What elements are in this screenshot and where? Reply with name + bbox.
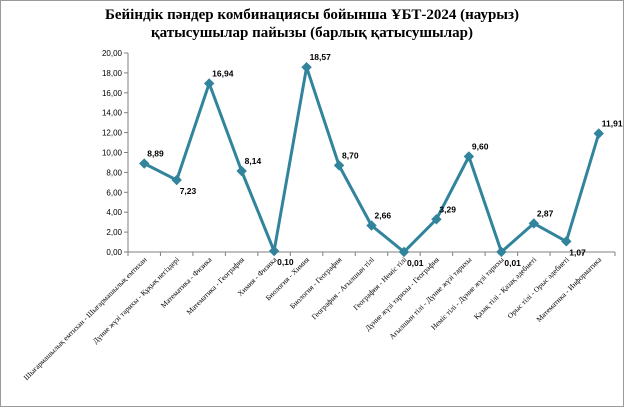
data-label: 18,57 [310, 52, 332, 62]
data-point-marker [463, 151, 475, 162]
data-point-marker [268, 245, 280, 257]
data-label: 9,60 [472, 141, 489, 151]
data-label: 7,23 [180, 186, 197, 196]
data-point-marker [203, 78, 215, 89]
data-label: 16,94 [212, 68, 234, 78]
y-tick-label: 2,00 [106, 228, 122, 237]
y-tick-label: 8,00 [106, 168, 122, 177]
data-point-marker [366, 220, 377, 231]
data-label: 8,89 [147, 149, 164, 159]
data-label: 2,87 [537, 208, 554, 218]
y-tick-label: 12,00 [102, 129, 123, 138]
data-label: 0,01 [504, 258, 521, 268]
data-point-marker [431, 214, 442, 225]
chart-subtitle: қатысушылар пайызы (барлық қатысушылар) [150, 25, 474, 41]
x-tick-label: Математика - Информатика [534, 255, 603, 324]
data-label: 8,70 [342, 150, 359, 160]
data-point-marker [171, 174, 182, 186]
y-tick-label: 10,00 [102, 149, 123, 158]
data-point-marker [528, 218, 540, 229]
data-point-marker [333, 160, 345, 171]
data-label: 0,01 [407, 258, 424, 268]
y-tick-label: 16,00 [102, 89, 123, 98]
y-tick-label: 4,00 [106, 208, 122, 217]
y-tick-label: 18,00 [102, 69, 123, 78]
data-label: 11,91 [602, 118, 623, 128]
data-label: 8,14 [245, 156, 262, 166]
y-tick-label: 0,00 [106, 248, 122, 257]
data-label: 0,10 [277, 257, 294, 267]
data-point-marker [139, 158, 150, 169]
y-tick-label: 20,00 [102, 49, 123, 58]
data-label: 2,66 [375, 211, 392, 221]
data-point-marker [593, 128, 604, 139]
data-label: 3,29 [439, 204, 456, 214]
data-point-marker [496, 246, 507, 258]
x-tick-label: Математика - География [185, 255, 247, 317]
data-point-marker [236, 165, 247, 177]
y-tick-label: 6,00 [106, 188, 122, 197]
y-tick-label: 14,00 [102, 109, 123, 118]
data-point-marker [301, 62, 312, 73]
data-label: 1,07 [569, 247, 586, 257]
chart-title: Бейіндік пәндер комбинациясы бойынша ҰБТ… [104, 7, 520, 23]
data-point-marker [561, 236, 572, 247]
data-point-marker [398, 246, 410, 258]
x-tick-label: География - Ағылшын тілі [310, 255, 376, 321]
x-tick-label: Шығармашылық емтихан - Шығармашылық емти… [22, 255, 149, 382]
